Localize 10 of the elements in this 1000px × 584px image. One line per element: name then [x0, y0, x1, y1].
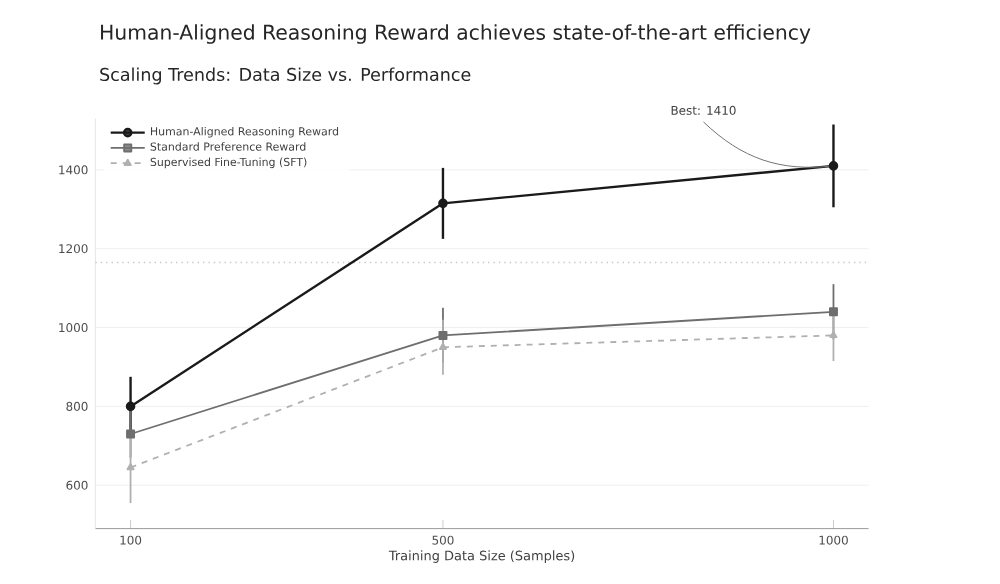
point: [828, 307, 838, 317]
point: [438, 342, 447, 350]
chart-title: Human-Aligned Reasoning Reward achieves state-of-the-art efficiency: [101, 24, 811, 44]
point: [438, 330, 448, 340]
point: [125, 401, 136, 412]
point: [438, 198, 448, 209]
point: [126, 429, 136, 439]
chart-subtitle: Scaling Trends: Data Size vs. Performance: [100, 67, 471, 85]
point: [828, 161, 839, 171]
point: [126, 463, 135, 471]
